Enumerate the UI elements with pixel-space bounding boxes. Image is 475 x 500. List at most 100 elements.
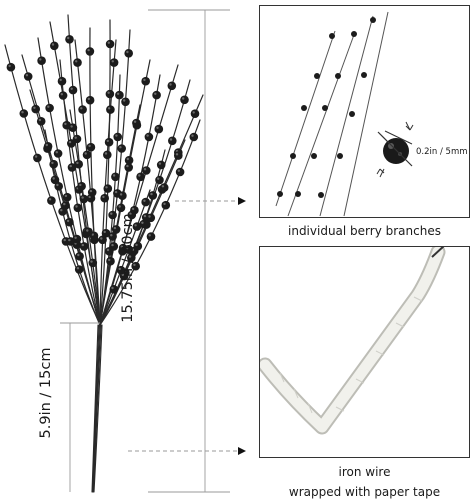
berries	[6, 35, 200, 294]
berry	[146, 232, 156, 241]
berry-highlight	[135, 243, 138, 247]
berry-highlight	[138, 174, 141, 177]
berry-highlight	[88, 195, 91, 199]
berry-highlight	[55, 151, 58, 154]
berry-highlight	[129, 212, 132, 215]
berry-highlight	[192, 111, 195, 114]
berry	[136, 172, 145, 182]
berry	[73, 203, 83, 213]
berry	[124, 245, 133, 254]
berry-highlight	[51, 161, 54, 165]
main-stem	[92, 324, 102, 493]
berry	[105, 247, 114, 256]
berry-highlight	[33, 106, 36, 110]
berry-highlight	[143, 199, 146, 202]
branch-stem	[89, 27, 101, 326]
berry-highlight	[107, 91, 110, 94]
berry	[139, 219, 148, 229]
berry-highlight	[163, 202, 166, 206]
berry	[72, 134, 82, 144]
berry	[142, 166, 151, 175]
berry	[103, 150, 112, 160]
berry	[50, 41, 59, 51]
berry-highlight	[87, 97, 91, 101]
berry-highlight	[84, 152, 87, 155]
berry-highlight	[150, 192, 153, 196]
berry-highlight	[60, 93, 63, 96]
berry	[108, 210, 117, 220]
branch-stem	[4, 44, 101, 326]
berry-highlight	[66, 219, 70, 223]
berry	[77, 181, 86, 191]
berry-highlight	[114, 190, 118, 194]
berry-highlight	[119, 193, 123, 196]
berry	[144, 132, 154, 142]
berry-highlight	[81, 196, 84, 199]
measurement-guides	[60, 9, 238, 493]
berry-highlight	[112, 174, 116, 177]
berry-highlight	[63, 202, 66, 206]
berry-highlight	[126, 164, 129, 168]
berry-highlight	[34, 155, 38, 158]
berry-highlight	[182, 97, 185, 100]
berry	[154, 124, 164, 134]
berry-highlight	[146, 134, 149, 137]
berry	[101, 228, 111, 238]
berry	[156, 160, 166, 170]
berry-highlight	[48, 198, 52, 201]
berry	[75, 251, 84, 261]
berry-highlight	[21, 111, 24, 114]
berry	[117, 144, 126, 153]
berry	[116, 203, 126, 213]
berry-highlight	[74, 136, 77, 139]
berry	[62, 192, 72, 202]
berry-highlight	[38, 118, 42, 122]
branch-stem	[99, 74, 121, 326]
berry	[84, 227, 93, 237]
berry-highlight	[56, 183, 59, 187]
berry	[78, 105, 87, 114]
berry	[23, 72, 33, 81]
berry-highlight	[126, 50, 129, 54]
berry-highlight	[45, 143, 48, 147]
berry-highlight	[148, 215, 151, 218]
berry	[85, 95, 95, 105]
detail-panel-wire	[257, 244, 470, 458]
berry	[167, 81, 177, 91]
berry-highlight	[126, 157, 129, 161]
berry-highlight	[161, 185, 165, 188]
berry	[67, 163, 77, 172]
berry	[113, 132, 122, 142]
berry	[49, 159, 58, 169]
berry	[98, 235, 107, 245]
berry	[152, 90, 161, 100]
berry-highlight	[80, 107, 83, 110]
berry	[111, 172, 120, 182]
berry-highlight	[111, 286, 114, 290]
berry	[74, 265, 84, 274]
berry-highlight	[88, 144, 91, 148]
berry	[85, 47, 95, 56]
berry	[124, 49, 133, 58]
berry	[159, 183, 169, 192]
berry-highlight	[120, 245, 124, 248]
berry-highlight	[100, 237, 103, 240]
berry-highlight	[69, 164, 72, 168]
berry-highlight	[47, 105, 50, 108]
berry	[79, 242, 89, 251]
berry-highlight	[169, 83, 172, 86]
berry	[37, 56, 46, 65]
main-stem	[93, 324, 103, 493]
berry-highlight	[158, 162, 162, 165]
berry	[124, 163, 133, 172]
berry	[109, 285, 119, 294]
berry	[50, 175, 60, 185]
berry	[189, 132, 199, 142]
berry	[141, 76, 150, 86]
berry	[31, 104, 40, 114]
caption-individual-berry-branches: individual berry branches	[288, 224, 441, 238]
berry-highlight	[105, 186, 108, 189]
berry	[118, 191, 127, 200]
berry-highlight	[143, 214, 147, 218]
